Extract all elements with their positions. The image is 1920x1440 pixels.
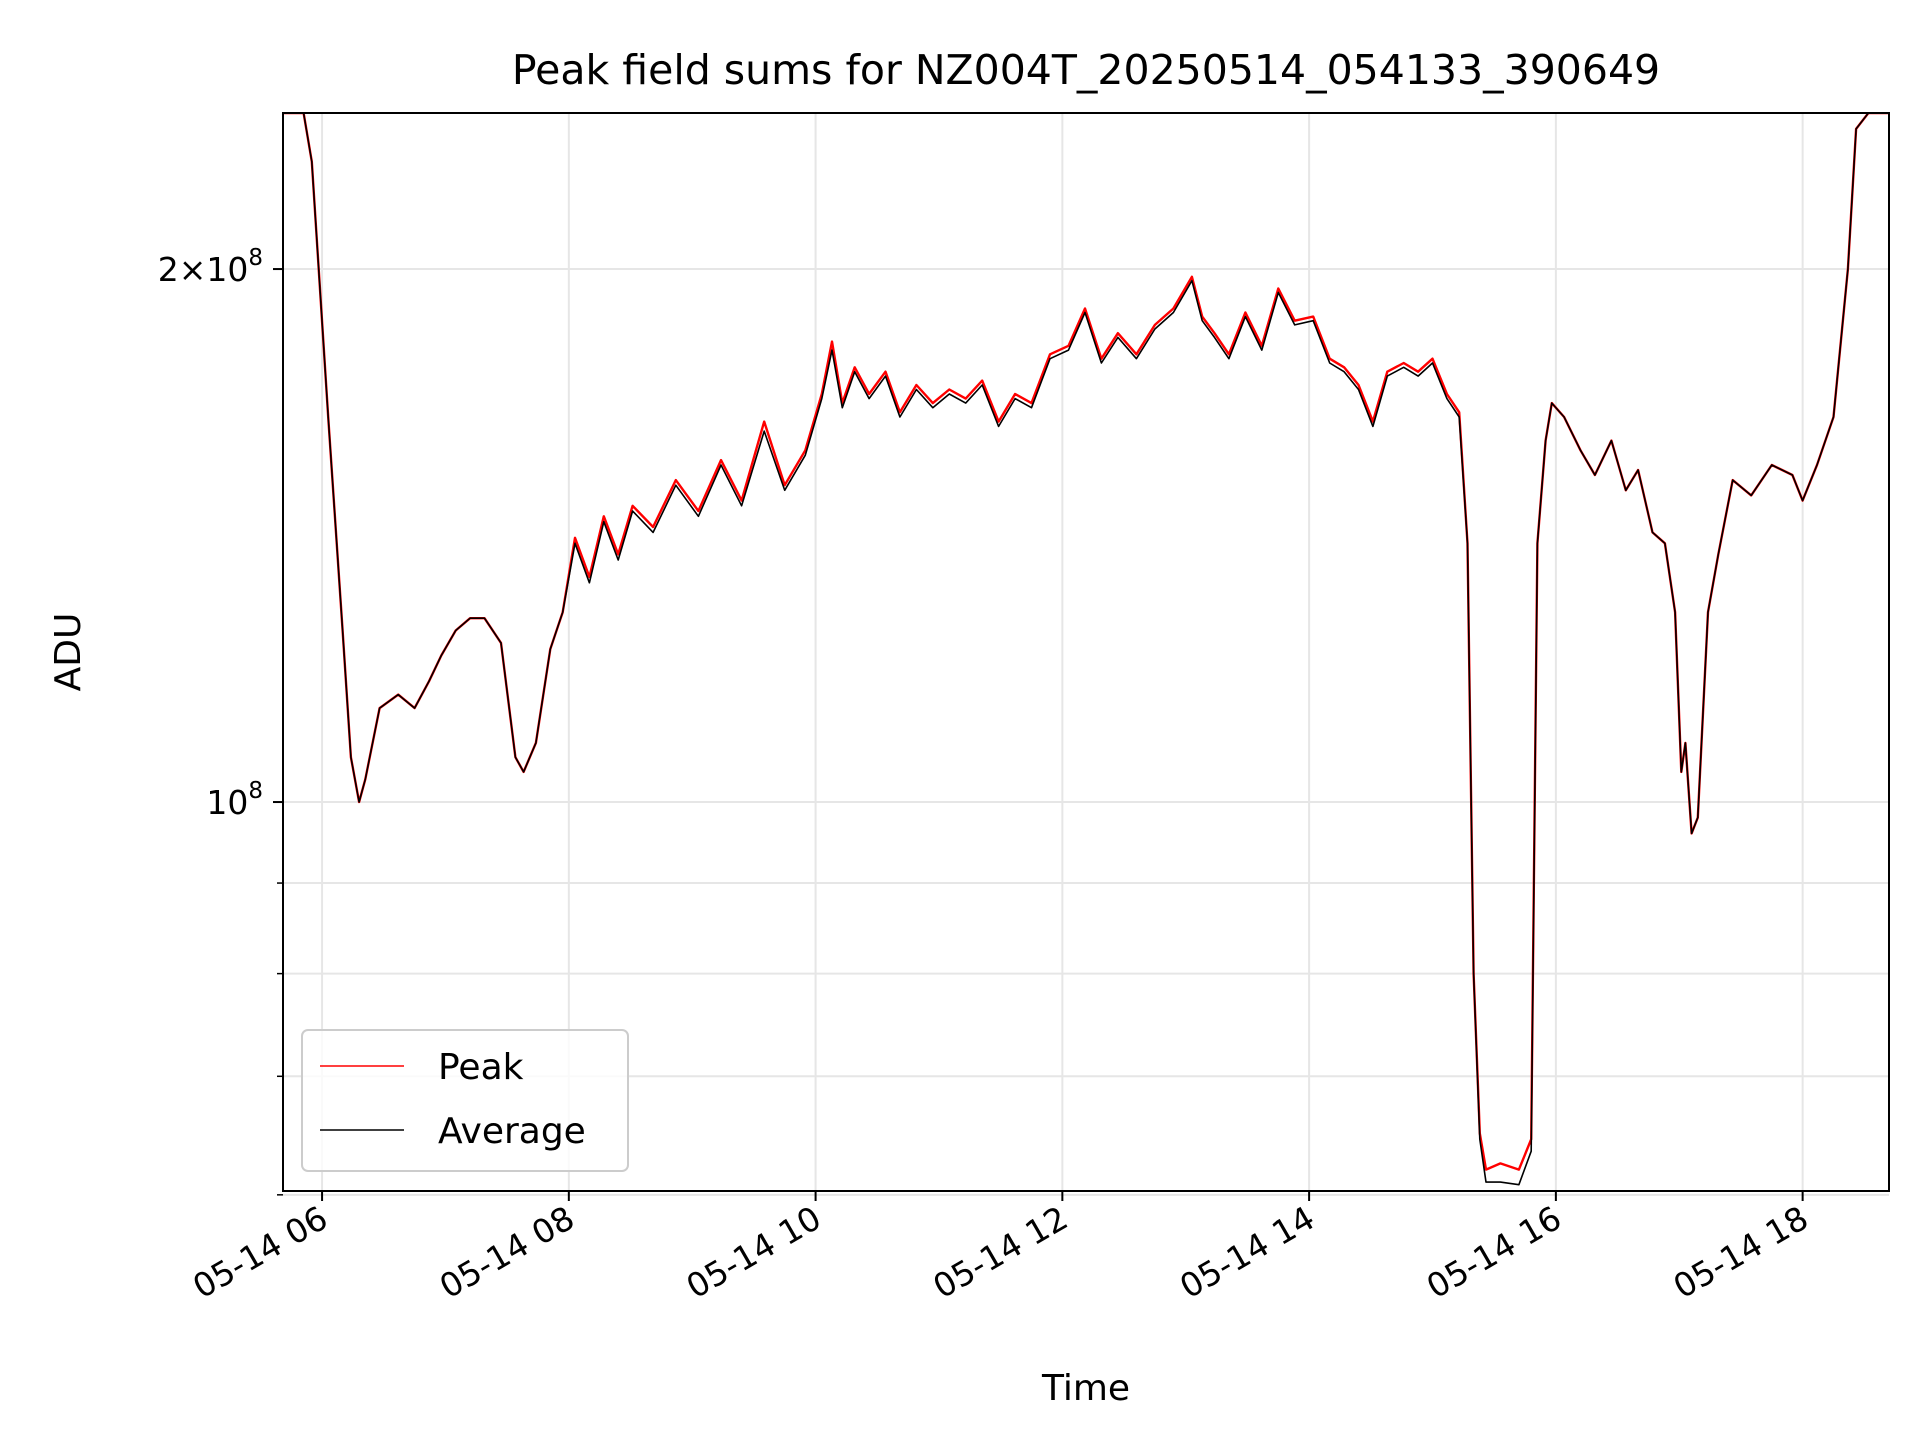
y-axis: 108 2×108: [158, 245, 283, 1196]
chart-title: Peak field sums for NZ004T_20250514_0541…: [512, 46, 1660, 94]
x-axis-label: Time: [1041, 1368, 1130, 1409]
y-axis-label: ADU: [48, 613, 89, 692]
series-lines: [283, 113, 1889, 1186]
y-tick-label: 108: [206, 778, 263, 822]
plot-frame: [282, 112, 1890, 1192]
legend-label-peak: Peak: [438, 1047, 524, 1088]
series-line-average: [283, 113, 1889, 1186]
y-tick-label: 2×108: [158, 245, 263, 289]
legend-label-average: Average: [438, 1111, 586, 1152]
legend: Peak Average: [301, 1029, 629, 1172]
